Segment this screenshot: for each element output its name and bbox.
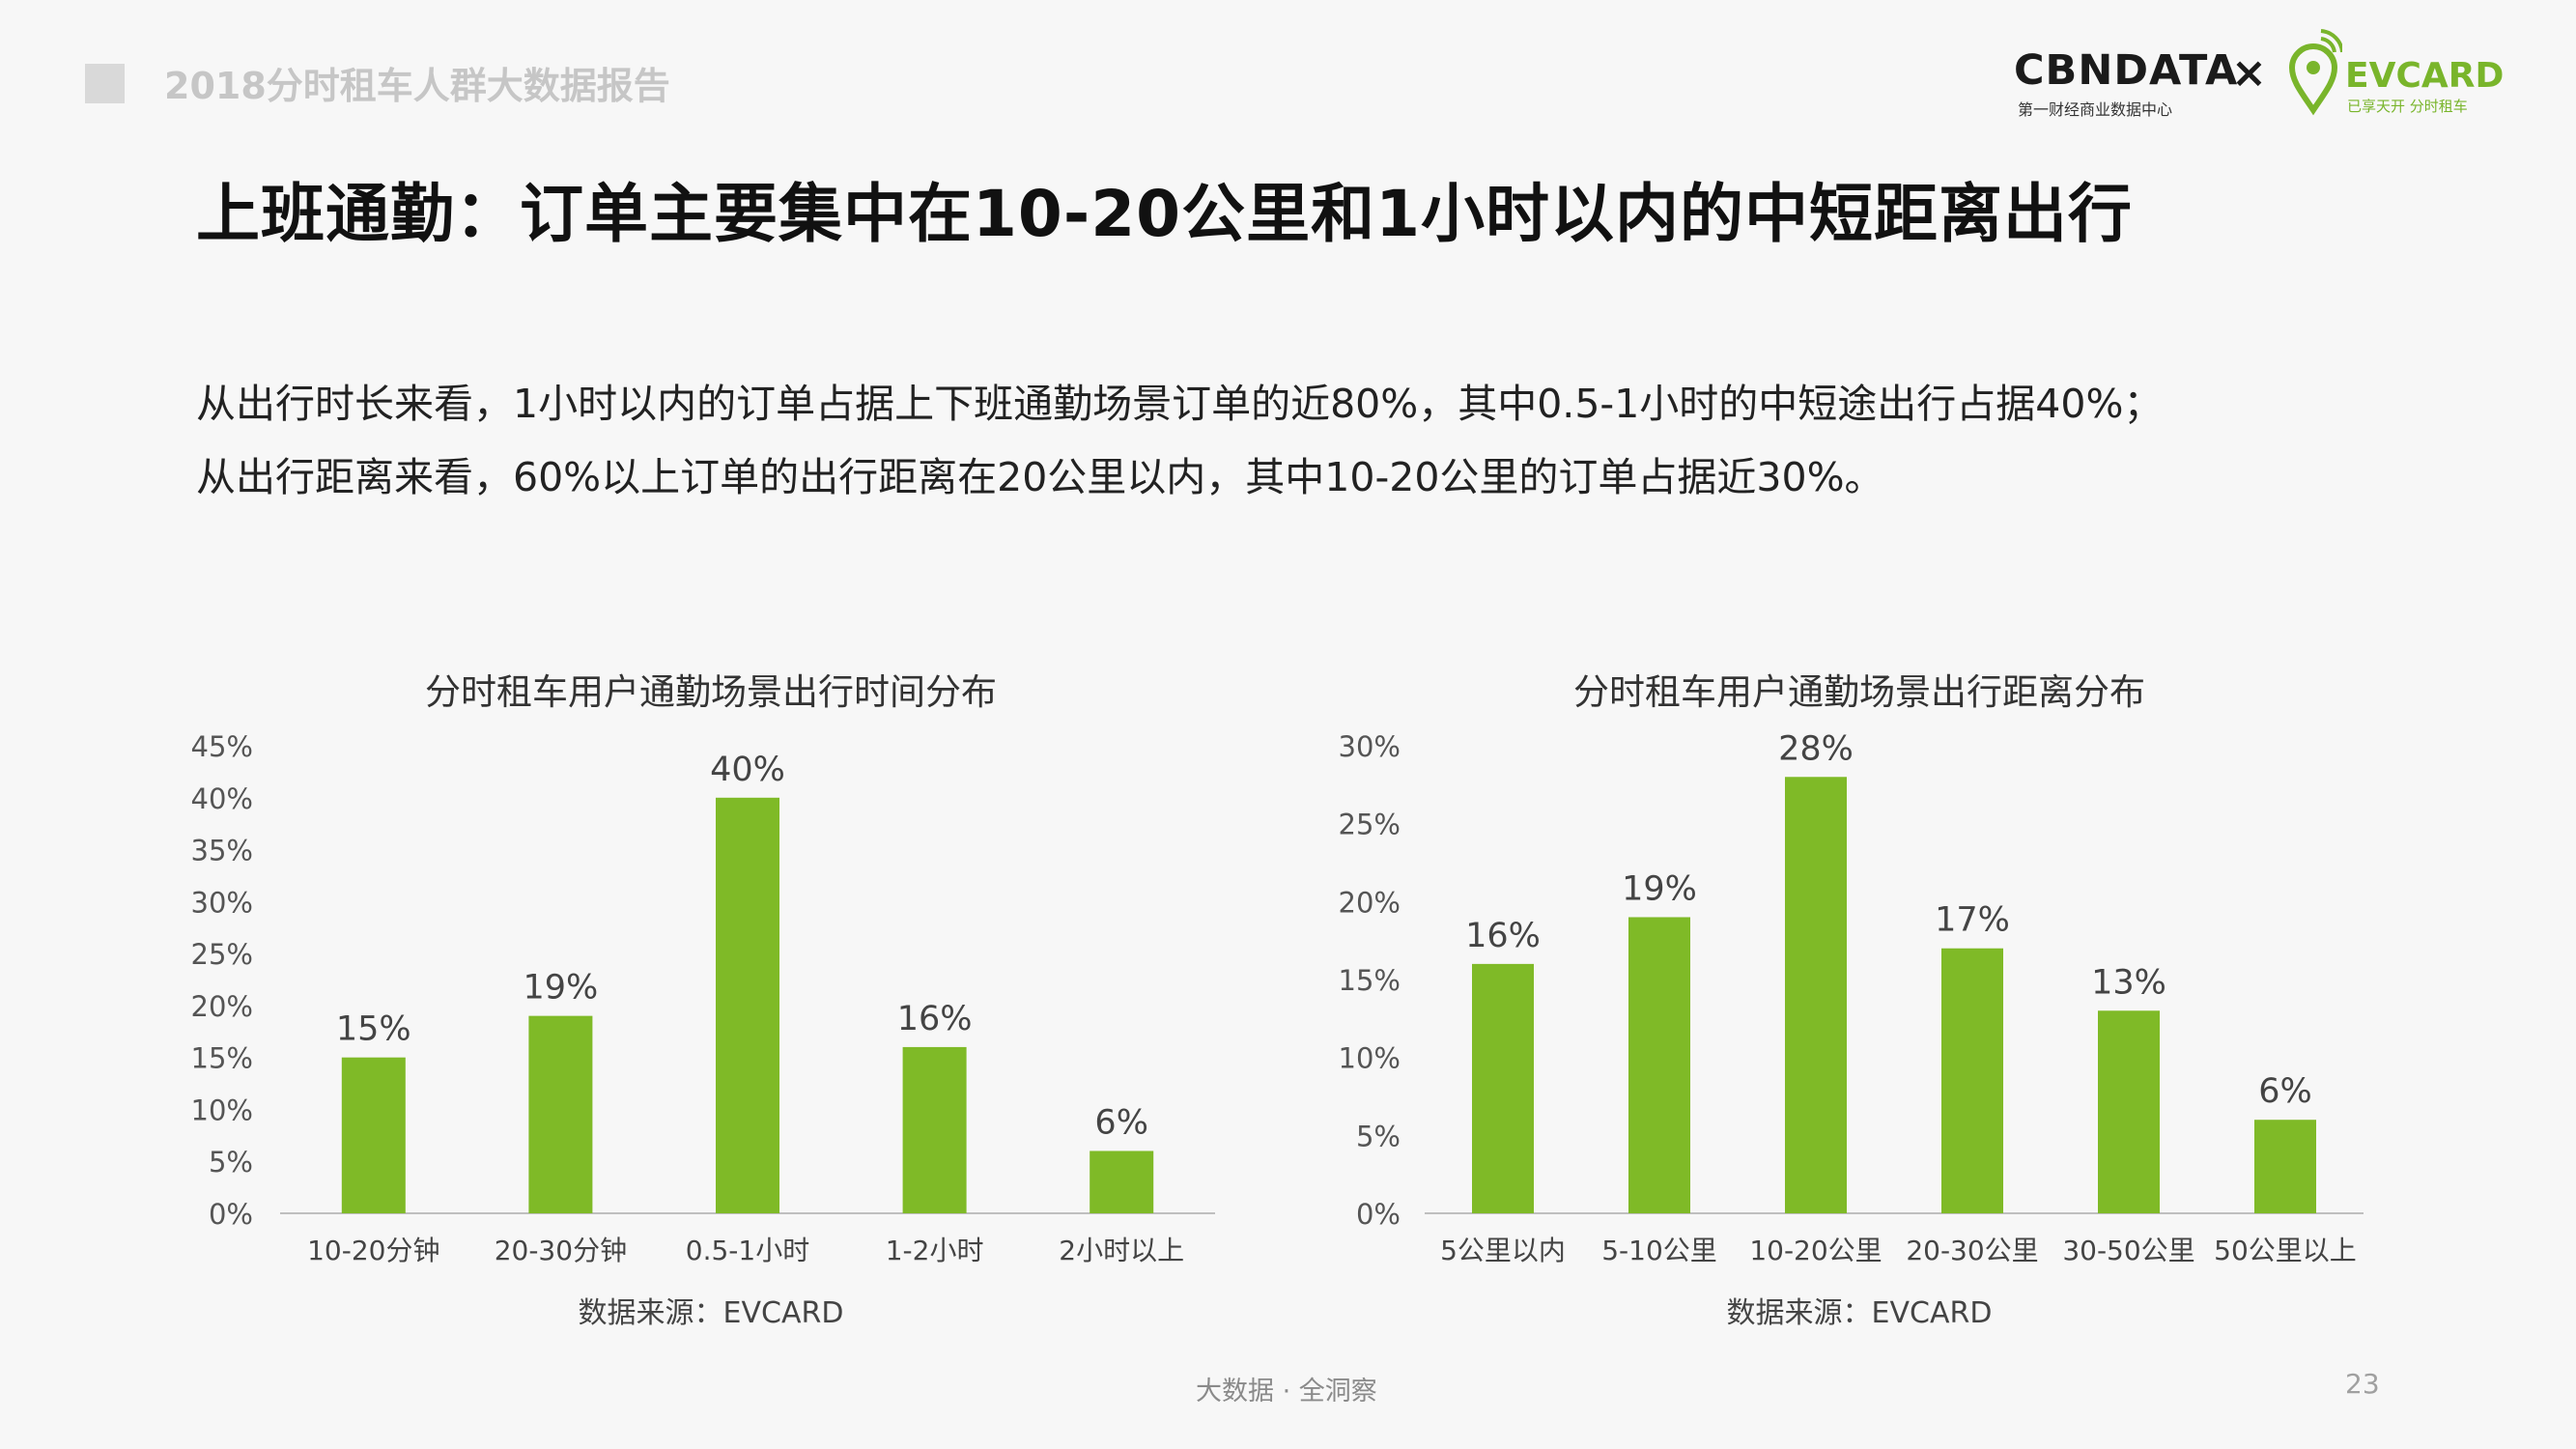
bar-distance [1628,917,1690,1213]
y-tick-label-time: 40% [191,782,253,815]
y-tick-label-distance: 5% [1356,1120,1401,1152]
cbndata-subtitle: 第一财经商业数据中心 [2018,100,2173,119]
data-label-time: 19% [524,969,599,1008]
y-tick-label-distance: 20% [1339,886,1401,919]
bar-time [716,797,779,1213]
data-label-distance: 6% [2258,1072,2312,1111]
data-label-distance: 19% [1622,869,1697,908]
y-tick-label-time: 0% [209,1198,253,1231]
y-tick-label-time: 30% [191,886,253,919]
data-label-time: 15% [336,1010,411,1049]
y-tick-label-distance: 10% [1339,1042,1401,1075]
x-tick-label-time: 1-2小时 [886,1235,984,1266]
data-label-time: 40% [710,751,785,789]
bar-distance [1941,948,2003,1213]
x-tick-label-distance: 50公里以上 [2214,1235,2357,1266]
bar-time [1090,1151,1154,1213]
y-tick-label-time: 45% [191,730,253,763]
data-label-time: 6% [1094,1103,1148,1142]
data-label-distance: 16% [1465,917,1541,955]
y-tick-label-distance: 30% [1339,730,1401,763]
bar-distance [2098,1010,2160,1213]
report-title: 2018分时租车人群大数据报告 [164,65,670,107]
chart-title-distance: 分时租车用户通勤场景出行距离分布 [1573,671,2145,713]
data-label-distance: 28% [1778,729,1854,768]
evcard-subtitle: 已享天开 分时租车 [2347,98,2468,115]
x-tick-label-distance: 10-20公里 [1749,1235,1882,1266]
x-tick-label-time: 2小时以上 [1059,1235,1184,1266]
cbndata-logo: CBNDATA [2014,46,2239,95]
page-number: 23 [2345,1368,2380,1400]
x-tick-label-distance: 5-10公里 [1601,1235,1717,1266]
bar-time [528,1015,593,1213]
x-tick-label-distance: 5公里以内 [1440,1235,1566,1266]
chart-source-time: 数据来源：EVCARD [578,1296,844,1330]
y-tick-label-time: 35% [191,835,253,867]
bar-time [902,1046,967,1213]
description-line-2: 从出行距离来看，60%以上订单的出行距离在20公里以内，其中10-20公里的订单… [196,454,1884,500]
footer-slogan: 大数据 · 全洞察 [1196,1377,1377,1406]
y-tick-label-time: 10% [191,1094,253,1126]
x-tick-label-distance: 20-30公里 [1906,1235,2038,1266]
data-label-distance: 13% [2091,963,2166,1002]
evcard-pin-icon [2288,29,2342,116]
description-line-1: 从出行时长来看，1小时以内的订单占据上下班通勤场景订单的近80%，其中0.5-1… [196,381,2164,427]
bar-distance [2254,1120,2316,1213]
times-sign: × [2231,48,2267,98]
y-tick-label-time: 5% [209,1146,253,1179]
x-tick-label-time: 10-20分钟 [307,1235,439,1266]
y-tick-label-time: 25% [191,938,253,971]
header-square-icon [85,64,125,103]
bar-distance [1472,963,1534,1213]
bar-time [341,1057,406,1213]
y-tick-label-distance: 0% [1356,1198,1401,1231]
data-label-distance: 17% [1935,901,2010,940]
bar-distance [1785,777,1847,1213]
x-tick-label-distance: 30-50公里 [2062,1235,2194,1266]
page-title: 上班通勤：订单主要集中在10-20公里和1小时以内的中短距离出行 [196,177,2134,251]
x-tick-label-time: 20-30分钟 [495,1235,627,1266]
data-label-time: 16% [897,1000,973,1038]
y-tick-label-time: 20% [191,990,253,1023]
chart-source-distance: 数据来源：EVCARD [1726,1296,1993,1330]
x-tick-label-time: 0.5-1小时 [686,1235,809,1266]
y-tick-label-distance: 25% [1339,809,1401,841]
y-tick-label-distance: 15% [1339,964,1401,997]
y-tick-label-time: 15% [191,1042,253,1075]
chart-title-time: 分时租车用户通勤场景出行时间分布 [425,671,997,713]
evcard-logo: EVCARD [2345,56,2505,96]
